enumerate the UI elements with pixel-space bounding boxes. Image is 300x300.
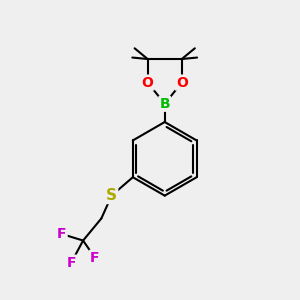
Text: F: F	[67, 256, 76, 270]
Text: S: S	[106, 188, 117, 203]
Text: F: F	[90, 250, 100, 265]
Text: F: F	[57, 227, 67, 241]
Text: B: B	[159, 97, 170, 111]
Text: O: O	[142, 76, 154, 90]
Text: O: O	[176, 76, 188, 90]
